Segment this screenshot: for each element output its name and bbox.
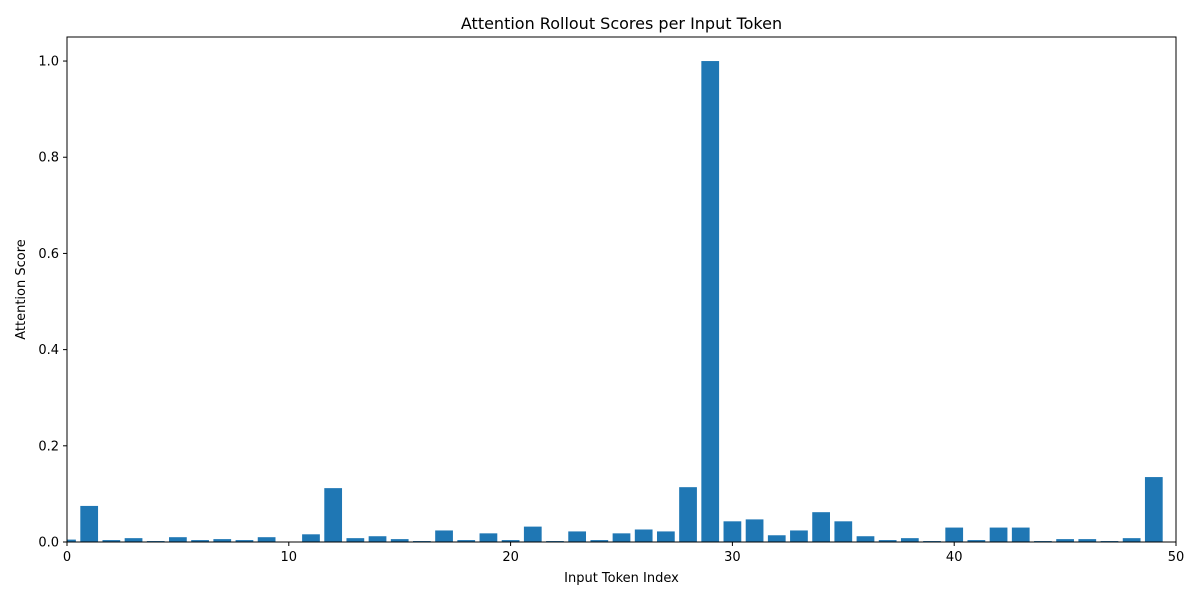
y-axis-label: Attention Score (14, 239, 29, 340)
bar-token-48 (1122, 538, 1141, 542)
bar-token-36 (856, 536, 875, 542)
bar-token-14 (368, 536, 387, 542)
x-tick-label: 0 (63, 550, 71, 565)
bar-token-12 (324, 488, 343, 542)
bar-token-6 (191, 540, 209, 542)
bar-token-8 (235, 540, 254, 542)
bar-token-11 (302, 534, 320, 542)
bar-token-42 (989, 527, 1008, 542)
x-tick-label: 50 (1168, 550, 1185, 565)
bar-token-43 (1011, 527, 1030, 542)
plot-frame (66, 36, 1177, 543)
bar-token-49 (1144, 477, 1163, 542)
bar-token-2 (102, 540, 121, 542)
y-tick-label: 0.6 (38, 247, 59, 262)
y-axis-ticks: 0.0 0.2 0.4 0.6 0.8 1.0 (38, 55, 67, 551)
bar-token-38 (900, 538, 919, 542)
bar-token-18 (457, 540, 476, 542)
bar-token-29 (701, 61, 720, 542)
bar-token-9 (257, 537, 276, 542)
bar-token-26 (634, 529, 653, 542)
bar-token-1 (80, 505, 99, 542)
x-tick-label: 10 (281, 550, 298, 565)
x-axis-ticks: 0 10 20 30 40 50 (63, 542, 1184, 565)
bar-token-25 (612, 533, 631, 542)
x-tick-label: 30 (724, 550, 741, 565)
bar-token-27 (656, 531, 675, 542)
bar-token-34 (812, 512, 830, 542)
bar-token-46 (1078, 539, 1097, 542)
bar-token-15 (390, 539, 409, 542)
chart-title: Attention Rollout Scores per Input Token (461, 14, 782, 33)
bar-token-5 (169, 537, 187, 542)
bar-token-35 (834, 521, 853, 542)
y-tick-label: 0.8 (38, 151, 59, 166)
bar-token-33 (790, 530, 808, 542)
bar-token-30 (723, 521, 742, 542)
bar-token-41 (967, 540, 986, 542)
bar-token-45 (1056, 539, 1074, 542)
bar-token-21 (523, 526, 542, 542)
x-tick-label: 20 (502, 550, 519, 565)
x-tick-label: 40 (946, 550, 963, 565)
bar-token-23 (568, 531, 587, 542)
bar-token-32 (767, 535, 786, 542)
bar-token-0 (67, 539, 76, 542)
bar-token-37 (878, 540, 897, 542)
bar-token-31 (745, 519, 764, 542)
y-tick-label: 0.4 (38, 343, 59, 358)
bar-token-7 (213, 539, 232, 542)
bars-group (67, 61, 1163, 542)
bar-token-3 (124, 538, 143, 542)
bar-token-40 (945, 527, 964, 542)
y-tick-label: 0.0 (38, 536, 59, 551)
y-tick-label: 1.0 (38, 55, 59, 70)
bar-token-13 (346, 538, 365, 542)
bar-token-24 (590, 540, 609, 542)
bar-token-17 (435, 530, 453, 542)
x-axis-label: Input Token Index (564, 571, 679, 586)
bar-token-28 (679, 487, 697, 542)
bar-token-19 (479, 533, 498, 542)
bar-token-20 (501, 540, 520, 542)
y-tick-label: 0.2 (38, 439, 59, 454)
